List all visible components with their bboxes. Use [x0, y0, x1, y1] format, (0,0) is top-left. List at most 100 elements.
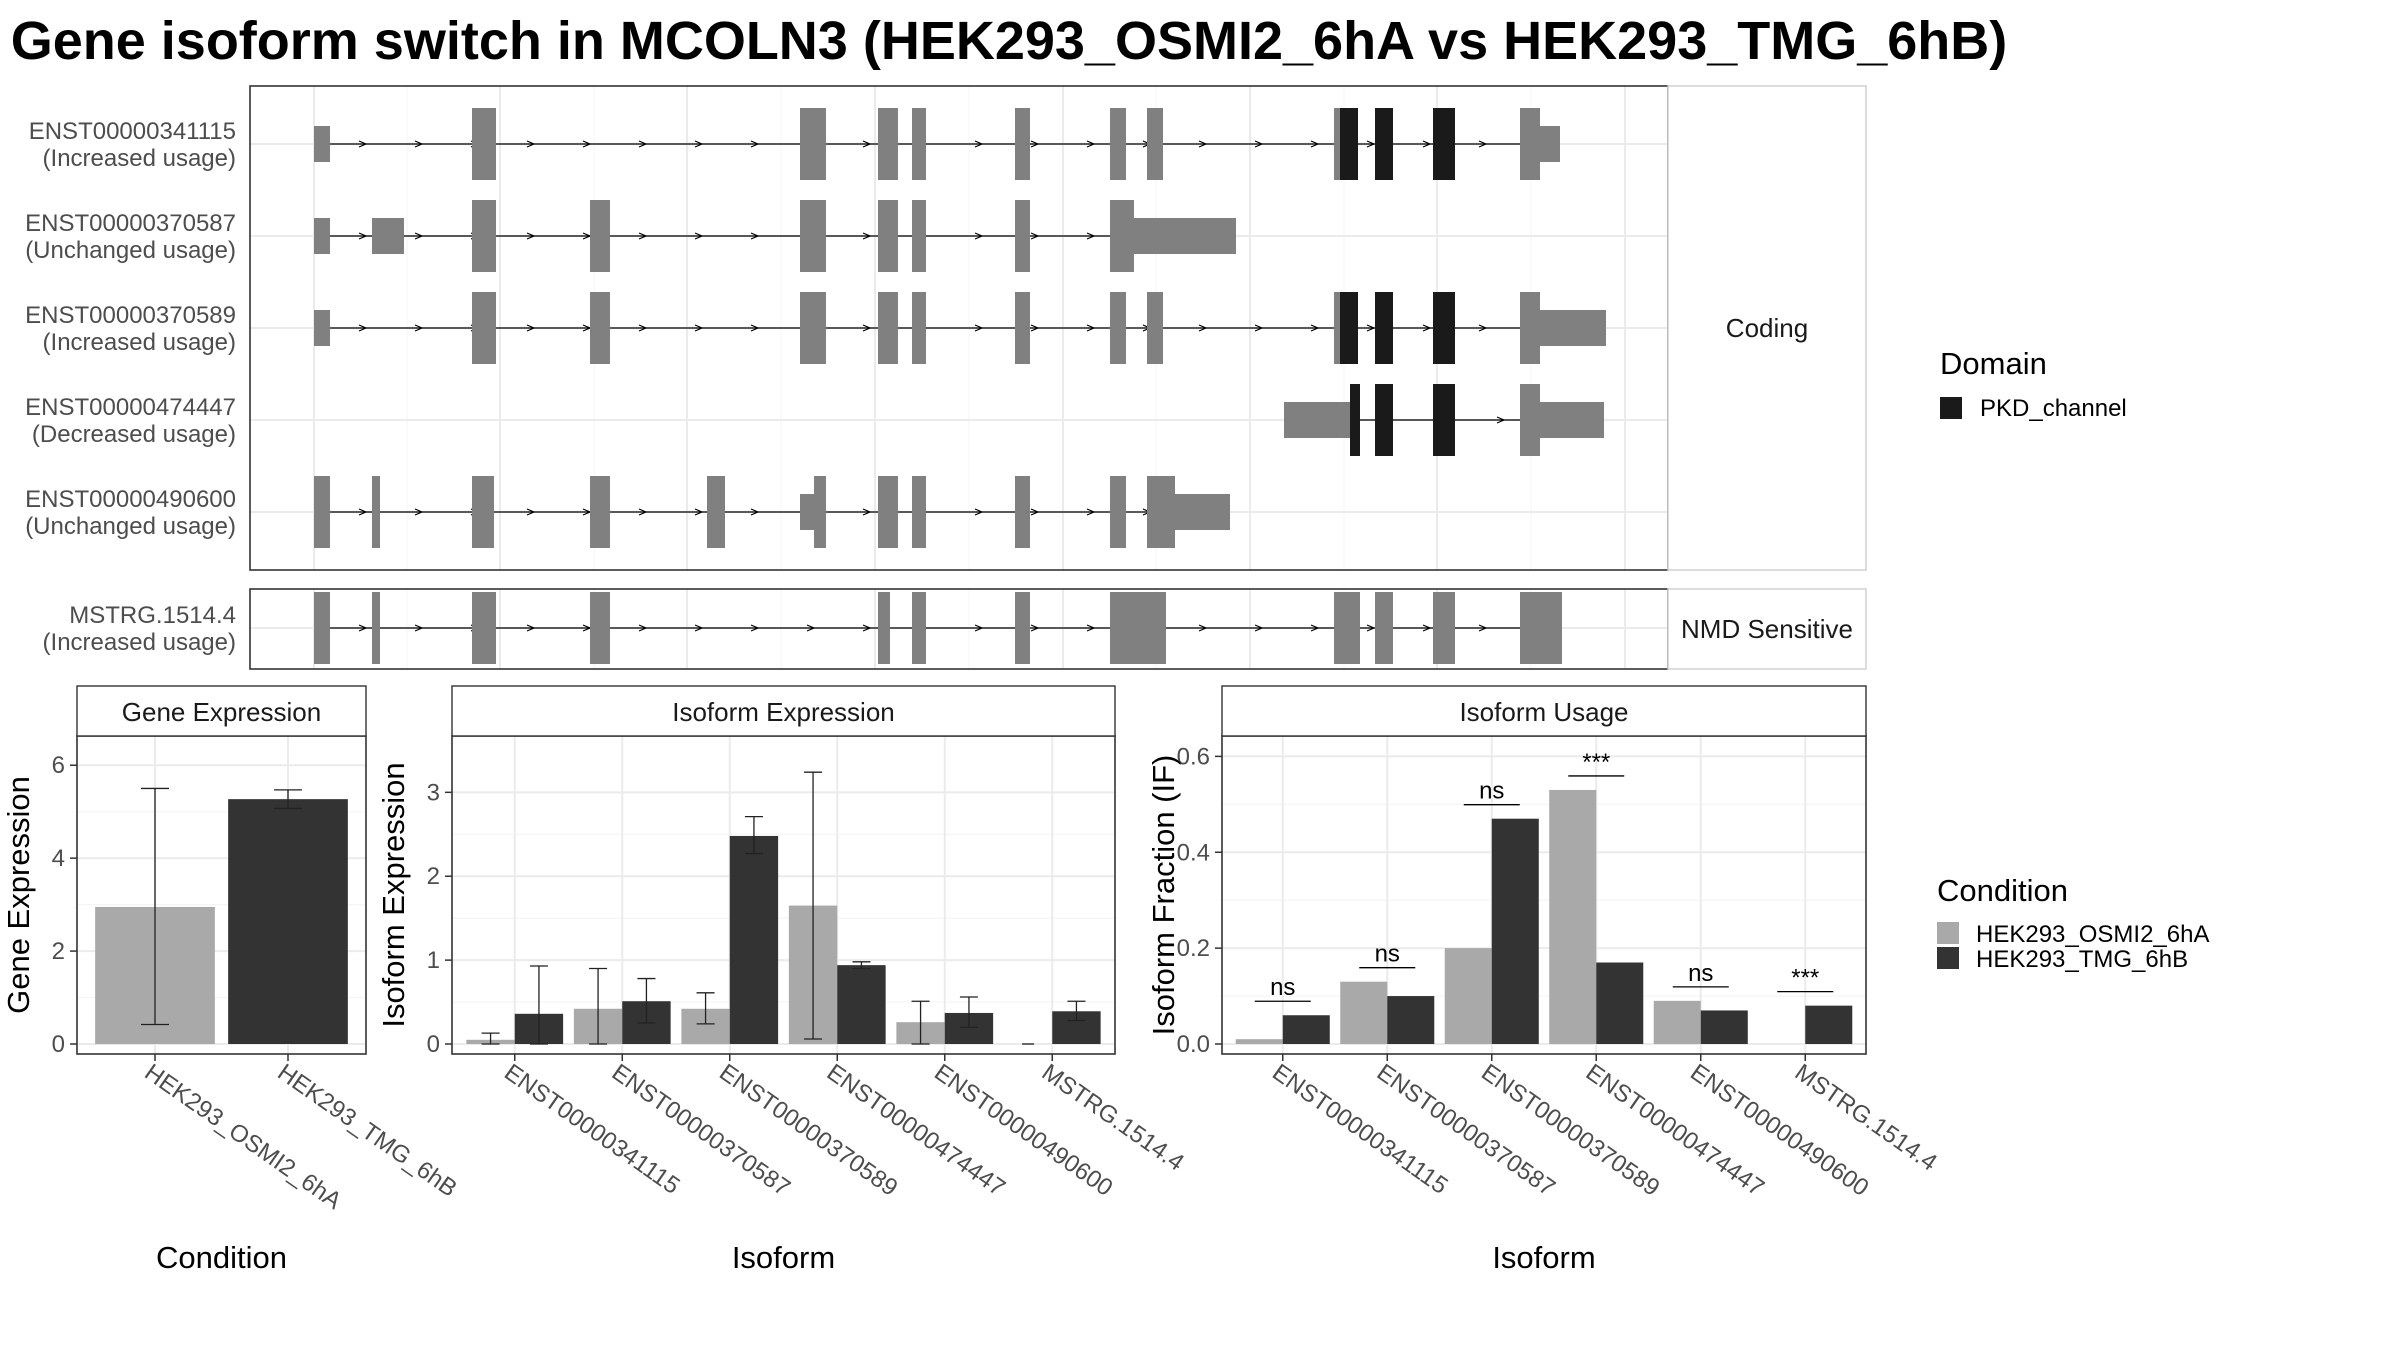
facet-strip-label: NMD Sensitive: [1681, 614, 1853, 644]
transcript-usage-label: (Increased usage): [43, 329, 236, 356]
exon: [590, 200, 610, 272]
transcript-ENST00000370589: ENST00000370589(Increased usage): [25, 292, 1606, 364]
bar: [1235, 1039, 1283, 1044]
significance-label: ns: [1479, 778, 1504, 805]
strand-arrow-icon: [358, 324, 368, 332]
exon: [800, 494, 814, 530]
y-tick-label: 2: [427, 863, 440, 890]
exon: [878, 592, 890, 664]
y-tick-label: 0: [52, 1031, 65, 1058]
transcript-usage-label: (Unchanged usage): [25, 237, 236, 264]
strand-arrow-icon: [750, 140, 760, 148]
facet-strip: [451, 685, 1116, 737]
pkd-channel-domain: [1340, 108, 1358, 180]
strand-arrow-icon: [862, 324, 872, 332]
exon: [590, 292, 610, 364]
x-tick-label: ENST00000370589: [1476, 1059, 1664, 1202]
exon: [1134, 218, 1236, 254]
strand-arrow-icon: [694, 232, 704, 240]
strand-arrow-icon: [1310, 624, 1320, 632]
x-tick-label: ENST00000341115: [1267, 1059, 1452, 1200]
exon: [878, 292, 898, 364]
pkd-channel-domain: [1433, 292, 1455, 364]
y-tick-label: 6: [52, 752, 65, 779]
strand-arrow-icon: [1254, 324, 1264, 332]
transcript-MSTRG.1514.4: MSTRG.1514.4(Increased usage): [43, 592, 1562, 664]
chart-title: Isoform Usage: [1459, 697, 1628, 727]
x-tick-label: ENST00000490600: [929, 1059, 1117, 1202]
x-axis-title: Isoform: [732, 1240, 835, 1275]
transcript-ENST00000474447: ENST00000474447(Decreased usage): [25, 384, 1604, 456]
strand-arrow-icon: [526, 232, 536, 240]
facet-strip: [76, 685, 367, 737]
condition-legend-swatch: [1937, 922, 1959, 944]
strand-arrow-icon: [526, 624, 536, 632]
y-tick-label: 0.2: [1177, 935, 1210, 962]
y-tick-label: 0: [427, 1031, 440, 1058]
bar: [1805, 1005, 1853, 1044]
transcript-usage-label: (Decreased usage): [32, 421, 236, 448]
exon: [1147, 292, 1163, 364]
transcript-id-label: ENST00000370587: [25, 210, 236, 237]
strand-arrow-icon: [1030, 508, 1040, 516]
exon: [1015, 108, 1030, 180]
exon: [1540, 402, 1604, 438]
strand-arrow-icon: [974, 508, 984, 516]
x-axis-title: Condition: [156, 1240, 287, 1275]
strand-arrow-icon: [1496, 416, 1506, 424]
transcript-usage-label: (Increased usage): [43, 145, 236, 172]
strand-arrow-icon: [1366, 624, 1376, 632]
strand-arrow-icon: [1198, 624, 1208, 632]
exon: [472, 108, 496, 180]
exon: [472, 476, 494, 548]
exon: [1015, 592, 1030, 664]
x-tick-label: ENST00000490600: [1685, 1059, 1873, 1202]
exon: [912, 108, 926, 180]
strand-arrow-icon: [750, 232, 760, 240]
exon: [1433, 592, 1455, 664]
transcript-id-label: ENST00000490600: [25, 486, 236, 513]
chart-title: Gene Expression: [122, 697, 321, 727]
exon: [372, 592, 380, 664]
pkd-channel-domain: [1433, 384, 1455, 456]
domain-legend-title: Domain: [1940, 346, 2047, 381]
exon: [314, 126, 330, 162]
bar: [1653, 1000, 1701, 1044]
y-tick-label: 4: [52, 845, 65, 872]
condition-legend-label: HEK293_TMG_6hB: [1976, 946, 2188, 973]
bar: [228, 799, 348, 1044]
y-tick-label: 2: [52, 938, 65, 965]
strand-arrow-icon: [1086, 232, 1096, 240]
exon: [1175, 494, 1230, 530]
bar: [1491, 818, 1539, 1044]
strand-arrow-icon: [1310, 324, 1320, 332]
x-tick-label: ENST00000370587: [607, 1059, 795, 1202]
exon: [314, 592, 330, 664]
exon: [1540, 126, 1560, 162]
exon: [1334, 292, 1340, 364]
transcript-id-label: MSTRG.1514.4: [69, 602, 236, 629]
transcript-usage-label: (Increased usage): [43, 629, 236, 656]
strand-arrow-icon: [1086, 140, 1096, 148]
strand-arrow-icon: [1422, 324, 1432, 332]
strand-arrow-icon: [358, 140, 368, 148]
strand-arrow-icon: [414, 232, 424, 240]
strand-arrow-icon: [1086, 508, 1096, 516]
strand-arrow-icon: [1254, 624, 1264, 632]
strand-arrow-icon: [974, 232, 984, 240]
figure-title: Gene isoform switch in MCOLN3 (HEK293_OS…: [11, 11, 2008, 71]
exon: [814, 476, 826, 548]
exon: [1110, 200, 1134, 272]
chart-title: Isoform Expression: [672, 697, 895, 727]
strand-arrow-icon: [1198, 140, 1208, 148]
exon: [1334, 592, 1360, 664]
domain-legend-label: PKD_channel: [1980, 395, 2127, 422]
y-axis-title: Gene Expression: [1, 776, 36, 1014]
exon: [800, 108, 826, 180]
strand-arrow-icon: [414, 324, 424, 332]
strand-arrow-icon: [862, 508, 872, 516]
exon: [1375, 592, 1393, 664]
strand-arrow-icon: [1478, 140, 1488, 148]
strand-arrow-icon: [1366, 324, 1376, 332]
exon: [1015, 476, 1030, 548]
